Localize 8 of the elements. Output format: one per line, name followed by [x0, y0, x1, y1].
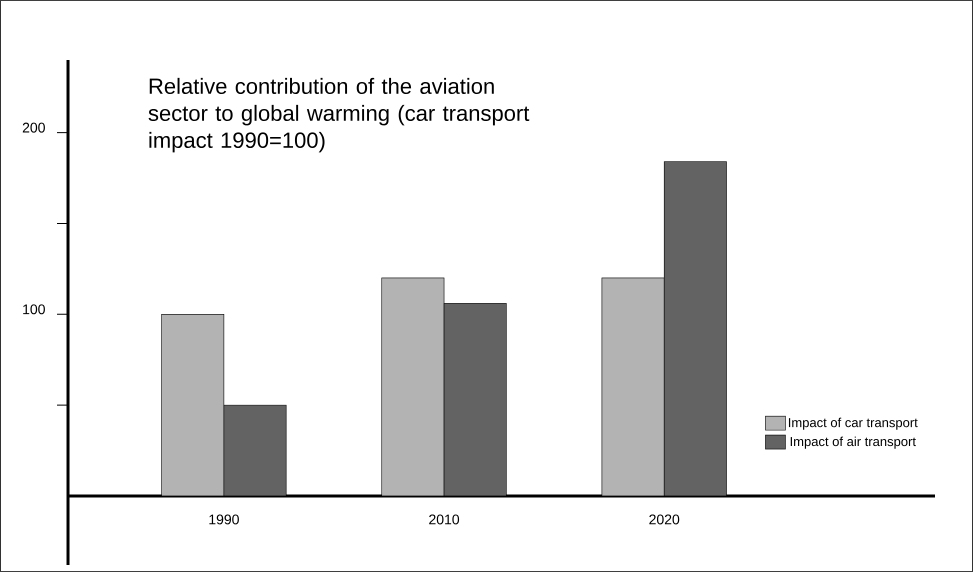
y-tick-label: 200: [22, 122, 45, 133]
x-tick-label: 2020: [649, 514, 680, 524]
y-tick-label: 100: [23, 304, 45, 314]
x-tick-label: 2010: [429, 514, 460, 524]
x-tick-label: 1990: [209, 514, 239, 524]
text: Relative contribution of the aviation sector to global warming (car transport impact 1990=100): [148, 78, 530, 152]
legend-label: Impact of air transport: [790, 436, 916, 449]
legend-label: Impact of car transport: [788, 418, 918, 430]
